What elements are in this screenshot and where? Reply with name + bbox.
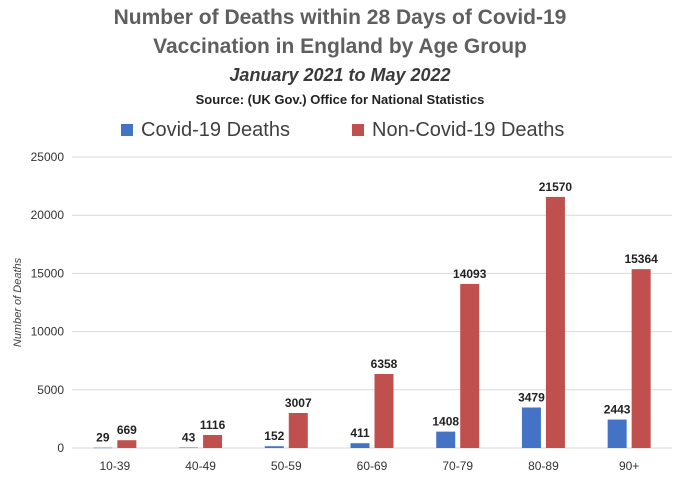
data-label-noncovid: 1116 [200, 418, 226, 432]
bar-covid [179, 447, 199, 448]
data-label-noncovid: 15364 [624, 252, 658, 266]
data-label-covid: 2443 [604, 403, 631, 417]
x-tick-label: 70-79 [442, 459, 473, 473]
legend-item-noncovid: Non-Covid-19 Deaths [352, 117, 564, 143]
bar-noncovid [460, 283, 480, 448]
legend-swatch-noncovid [352, 124, 364, 136]
y-tick-label: 20000 [31, 208, 65, 222]
data-label-noncovid: 21570 [539, 180, 573, 194]
y-axis-label: Number of Deaths [12, 257, 24, 347]
legend-label-covid: Covid-19 Deaths [141, 118, 290, 141]
data-label-covid: 1408 [432, 415, 459, 429]
bar-noncovid [117, 440, 137, 448]
x-tick-label: 80-89 [528, 459, 559, 473]
x-tick-label: 40-49 [185, 459, 216, 473]
bar-covid [436, 431, 456, 448]
bar-covid [93, 447, 113, 449]
legend-item-covid: Covid-19 Deaths [121, 117, 290, 143]
chart-subtitle: January 2021 to May 2022 [229, 65, 451, 85]
x-tick-label: 90+ [619, 459, 639, 473]
x-tick-label: 10-39 [100, 459, 131, 473]
data-label-noncovid: 669 [117, 423, 137, 437]
bar-noncovid [545, 196, 565, 448]
y-tick-label: 15000 [31, 266, 65, 280]
bar-covid [607, 419, 627, 448]
bar-noncovid [374, 373, 394, 448]
bar-noncovid [203, 435, 223, 448]
data-label-noncovid: 14093 [453, 267, 487, 281]
bar-covid [350, 443, 370, 448]
data-label-covid: 411 [350, 426, 370, 440]
chart-title-line-2: Vaccination in England by Age Group [153, 35, 527, 58]
legend-swatch-covid [121, 124, 133, 136]
bar-covid [521, 407, 541, 448]
bar-noncovid [631, 269, 651, 448]
y-tick-label: 25000 [31, 150, 65, 164]
y-tick-label: 0 [57, 441, 64, 455]
bar-covid [264, 446, 284, 448]
y-tick-label: 10000 [31, 325, 65, 339]
x-tick-label: 50-59 [271, 459, 302, 473]
data-label-noncovid: 6358 [371, 357, 398, 371]
data-label-covid: 152 [264, 429, 284, 443]
legend-label-noncovid: Non-Covid-19 Deaths [372, 118, 565, 141]
y-tick-label: 5000 [37, 383, 64, 397]
data-label-covid: 29 [96, 431, 110, 445]
data-label-covid: 3479 [518, 391, 545, 405]
chart-source: Source: (UK Gov.) Office for National St… [195, 92, 485, 107]
data-label-covid: 43 [182, 430, 196, 444]
chart-title-line-1: Number of Deaths within 28 Days of Covid… [113, 6, 567, 29]
data-label-noncovid: 3007 [285, 396, 312, 410]
x-tick-label: 60-69 [357, 459, 388, 473]
bar-noncovid [288, 412, 308, 448]
